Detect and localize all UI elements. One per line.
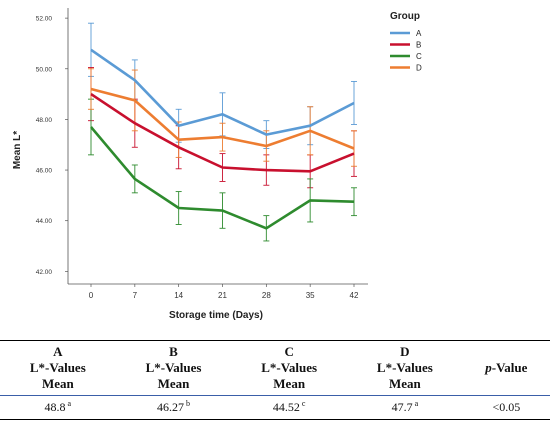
error-bar-a — [351, 80, 357, 125]
cell-superscript: a — [414, 399, 419, 408]
header-group-a: A L*-Values Mean — [0, 340, 116, 396]
legend-label-a: A — [416, 29, 422, 38]
table-header-row: A L*-Values Mean B L*-Values Mean C L*-V… — [0, 340, 550, 396]
cell-value: 46.27 — [157, 400, 184, 414]
x-tick-label: 35 — [306, 291, 315, 300]
header-line1: L*-Values — [376, 360, 433, 375]
cell-superscript: a — [67, 399, 72, 408]
legend-label-b: B — [416, 41, 421, 50]
error-bar-c — [351, 187, 357, 217]
cell-superscript: b — [186, 399, 190, 408]
summary-table: A L*-Values Mean B L*-Values Mean C L*-V… — [0, 340, 550, 420]
header-group-label: B — [169, 344, 178, 359]
y-axis-ticks: 42.00 44.00 46.00 48.00 50.00 52.00 — [36, 16, 68, 276]
y-tick-label: 46.00 — [36, 168, 53, 175]
header-group-b: B L*-Values Mean — [115, 340, 232, 396]
x-tick-label: 42 — [350, 291, 359, 300]
x-axis-label: Storage time (Days) — [169, 310, 263, 321]
x-tick-label: 14 — [174, 291, 183, 300]
value-cell-d: 47.7 a — [347, 395, 463, 420]
value-cell-b: 46.27 b — [115, 395, 232, 420]
legend-label-c: C — [416, 52, 422, 61]
table-row: 48.8 a 46.27 b 44.52 c 47.7 a <0.05 — [0, 395, 550, 420]
x-axis-ticks: 0 7 14 21 28 35 42 — [89, 284, 359, 300]
header-group-d: D L*-Values Mean — [347, 340, 463, 396]
header-line1: L*-Values — [145, 360, 202, 375]
x-tick-label: 21 — [218, 291, 227, 300]
cell-value: 44.52 — [272, 400, 300, 414]
line-chart: 42.00 44.00 46.00 48.00 50.00 52.00 0 7 14 21 28 3… — [12, 8, 422, 321]
header-line2: Mean — [41, 376, 74, 391]
series-line-d — [90, 87, 355, 150]
series-line-a — [90, 48, 355, 136]
x-tick-label: 0 — [89, 291, 94, 300]
y-tick-label: 52.00 — [36, 16, 53, 23]
header-group-c: C L*-Values Mean — [231, 340, 348, 396]
cell-value: 47.7 — [391, 400, 413, 414]
chart-axes — [67, 8, 368, 285]
header-line1: L*-Values — [261, 360, 318, 375]
value-cell-a: 48.8 a — [0, 395, 116, 420]
header-line2: Mean — [157, 376, 190, 391]
header-group-label: C — [284, 344, 294, 359]
x-tick-label: 28 — [262, 291, 271, 300]
cell-value: <0.05 — [492, 399, 521, 414]
pvalue-cell: <0.05 — [462, 395, 550, 420]
cell-value: 48.8 — [44, 400, 66, 414]
series-lines — [90, 48, 355, 230]
pvalue-header-rest: -Value — [491, 360, 528, 375]
error-bar-d — [351, 130, 357, 167]
legend-title: Group — [390, 11, 420, 22]
header-group-label: A — [53, 344, 63, 359]
cell-superscript: c — [301, 399, 306, 408]
y-tick-label: 48.00 — [36, 117, 53, 124]
series-line-b — [90, 93, 355, 173]
series-line-c — [90, 126, 355, 230]
y-axis-label: Mean L* — [12, 131, 23, 169]
x-tick-label: 7 — [133, 291, 138, 300]
value-cell-c: 44.52 c — [231, 395, 348, 420]
legend-label-d: D — [416, 64, 422, 73]
header-line1: L*-Values — [29, 360, 86, 375]
header-pvalue: p-Value — [462, 340, 550, 396]
header-line2: Mean — [388, 376, 421, 391]
y-tick-label: 50.00 — [36, 66, 53, 73]
header-line2: Mean — [273, 376, 306, 391]
y-tick-label: 42.00 — [36, 269, 53, 276]
pvalue-header-italic: p — [485, 360, 492, 375]
header-group-label: D — [400, 344, 410, 359]
y-tick-label: 44.00 — [36, 218, 53, 225]
